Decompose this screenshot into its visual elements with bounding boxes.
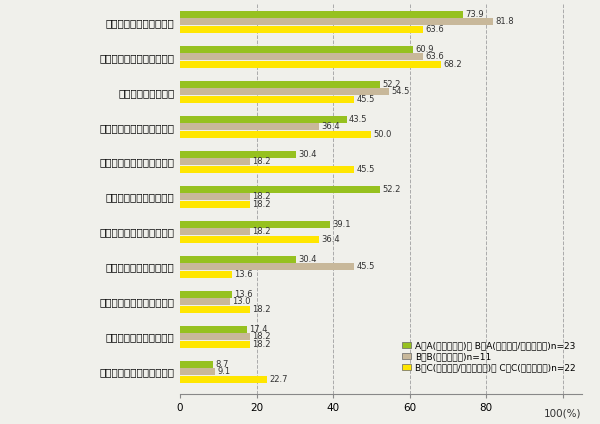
Bar	[180, 53, 424, 60]
Bar	[180, 228, 250, 235]
Bar	[180, 326, 247, 332]
Bar	[180, 306, 250, 312]
Text: 68.2: 68.2	[443, 60, 462, 69]
Bar	[180, 201, 250, 208]
Text: 18.2: 18.2	[252, 157, 271, 166]
Bar	[180, 186, 380, 192]
Text: 13.6: 13.6	[235, 270, 253, 279]
Text: 45.5: 45.5	[356, 165, 375, 174]
Bar	[180, 236, 319, 243]
Text: 18.2: 18.2	[252, 304, 271, 314]
Bar	[180, 271, 232, 278]
Bar	[180, 26, 424, 33]
Text: 52.2: 52.2	[382, 184, 401, 194]
Text: 50.0: 50.0	[374, 130, 392, 139]
Text: 63.6: 63.6	[426, 52, 445, 61]
Text: 17.4: 17.4	[249, 325, 268, 334]
Text: 9.1: 9.1	[217, 367, 230, 376]
Text: 13.6: 13.6	[235, 290, 253, 298]
Bar	[180, 96, 354, 103]
Bar	[180, 151, 296, 158]
Text: 36.4: 36.4	[322, 122, 340, 131]
Bar	[180, 166, 354, 173]
Text: 45.5: 45.5	[356, 95, 375, 104]
Text: 8.7: 8.7	[215, 360, 229, 368]
Text: 18.2: 18.2	[252, 332, 271, 341]
Bar	[180, 360, 214, 368]
Bar	[180, 123, 319, 130]
Text: 36.4: 36.4	[322, 234, 340, 244]
Text: 30.4: 30.4	[299, 150, 317, 159]
Text: 39.1: 39.1	[332, 220, 350, 229]
Text: 18.2: 18.2	[252, 200, 271, 209]
Text: 63.6: 63.6	[426, 25, 445, 34]
Bar	[180, 368, 215, 375]
Bar	[180, 298, 230, 305]
Bar	[180, 376, 267, 382]
Bar	[180, 193, 250, 200]
Text: 60.9: 60.9	[415, 45, 434, 54]
Bar	[180, 61, 441, 68]
Legend: A－A(完全集中型)＋ B－A(制作主管/予算集中型)n=23, B－B(完全主管型)n=11, B－C(制作主管/予算集中型)＋ C－C(完全分散型)n=22: A－A(完全集中型)＋ B－A(制作主管/予算集中型)n=23, B－B(完全主…	[401, 339, 577, 374]
Bar	[180, 220, 329, 228]
Text: 13.0: 13.0	[232, 297, 251, 306]
Bar	[180, 158, 250, 165]
Text: 18.2: 18.2	[252, 227, 271, 236]
Bar	[180, 81, 380, 88]
Bar	[180, 333, 250, 340]
Text: 30.4: 30.4	[299, 254, 317, 264]
Bar	[180, 88, 389, 95]
Bar	[180, 11, 463, 18]
Text: 54.5: 54.5	[391, 87, 409, 96]
Text: 45.5: 45.5	[356, 262, 375, 271]
Bar	[180, 263, 354, 270]
Bar	[180, 290, 232, 298]
Bar	[180, 340, 250, 348]
Text: 100(%): 100(%)	[544, 408, 581, 418]
Bar	[180, 18, 493, 25]
Bar	[180, 131, 371, 138]
Text: 52.2: 52.2	[382, 80, 401, 89]
Text: 73.9: 73.9	[465, 10, 484, 19]
Text: 18.2: 18.2	[252, 192, 271, 201]
Bar	[180, 256, 296, 262]
Text: 81.8: 81.8	[496, 17, 514, 26]
Text: 22.7: 22.7	[269, 374, 288, 384]
Text: 18.2: 18.2	[252, 340, 271, 349]
Text: 43.5: 43.5	[349, 114, 367, 124]
Bar	[180, 116, 347, 123]
Bar	[180, 46, 413, 53]
